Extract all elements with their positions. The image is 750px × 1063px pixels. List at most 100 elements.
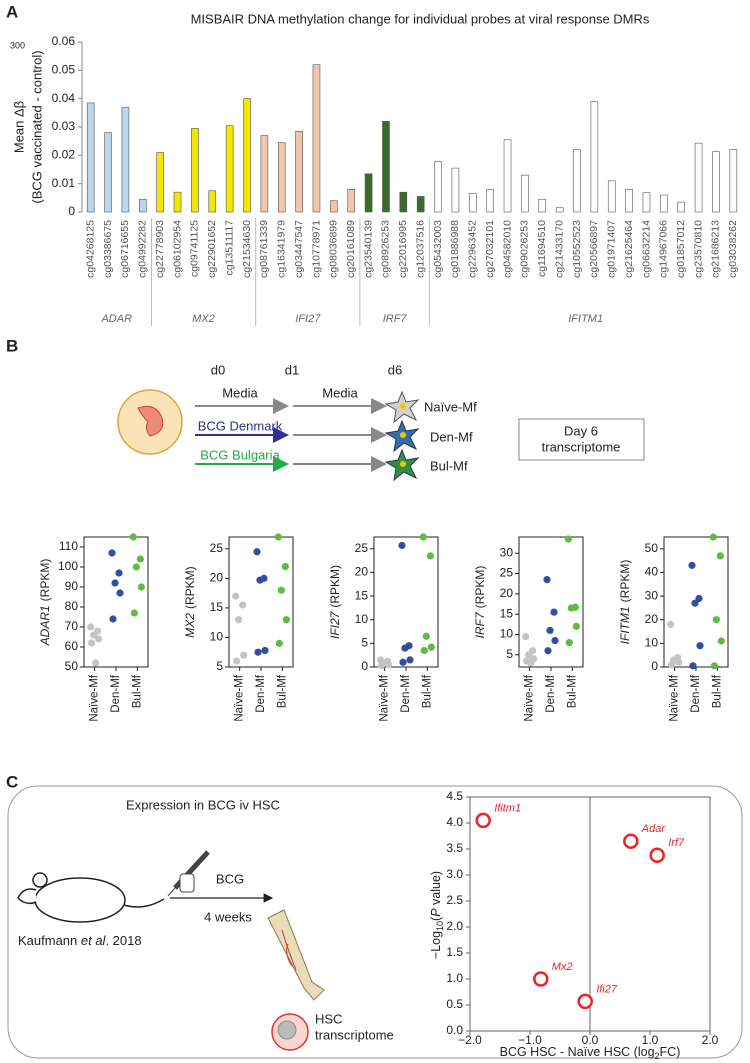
- data-point: [577, 993, 593, 1010]
- x-tick-label: cg23570810: [692, 220, 704, 278]
- y-tick-label: 30: [500, 545, 514, 559]
- x-tick-label: cg01857012: [675, 220, 687, 278]
- x-tick-label: cg08926253: [380, 220, 392, 278]
- y-tick-label: 3.0: [446, 867, 463, 881]
- data-point: [282, 616, 290, 624]
- data-point: [385, 661, 393, 669]
- y-tick-label: 80: [65, 599, 79, 613]
- data-point: [235, 616, 243, 624]
- data-point: [475, 812, 491, 829]
- data-point: [129, 533, 137, 541]
- x-tick-label: Bul-Mf: [131, 674, 143, 708]
- y-tick-label: 25: [355, 541, 369, 555]
- unit: (RPKM): [183, 566, 197, 609]
- panel-letter: C: [6, 772, 18, 791]
- bar: [468, 193, 477, 213]
- data-point: [239, 601, 247, 609]
- bar: [729, 149, 738, 213]
- gene-name: MX2: [183, 613, 197, 638]
- vial-icon: [179, 873, 195, 893]
- mouse-icon: [17, 888, 37, 905]
- point-label: Ifi27: [596, 983, 618, 995]
- data-point: [709, 533, 717, 541]
- x-tick-label: Bul-Mf: [421, 674, 433, 708]
- bar: [434, 161, 442, 213]
- bar: [104, 132, 112, 213]
- x-tick-label: cg04992282: [137, 220, 149, 278]
- arrow-label: 4 weeks: [204, 909, 252, 924]
- data-point: [254, 648, 262, 656]
- x-tick-label: Naïve-Mf: [669, 674, 681, 721]
- x-tick-label: Bul-Mf: [566, 674, 578, 708]
- y-axis-label: IFITM1 (RPKM): [618, 560, 632, 645]
- cell-label: transcriptome: [315, 1027, 394, 1042]
- panel-letter: A: [6, 2, 18, 21]
- y-tick-label: 2.0: [446, 919, 463, 933]
- citation-part: . 2018: [105, 933, 141, 948]
- gene-name: IRF7: [473, 611, 487, 638]
- x-tick-label: cg10778971: [310, 220, 322, 278]
- data-point: [691, 599, 699, 607]
- data-point: [132, 563, 140, 571]
- bar: [156, 152, 164, 213]
- mouse-icon: [34, 877, 126, 923]
- y-tick-label: 15: [500, 606, 514, 620]
- y-tick-label: 50: [65, 659, 79, 673]
- y-tick-label: 70: [65, 619, 79, 633]
- group-label: ADAR: [100, 313, 132, 325]
- x-tick-label: cg21625464: [623, 220, 635, 278]
- y-tick-label: 15: [210, 600, 224, 614]
- y-tick-label: 0.03: [52, 119, 76, 133]
- label-part: 2: [655, 1051, 660, 1061]
- point-label: Mx2: [552, 961, 573, 973]
- data-point: [427, 643, 435, 651]
- data-point: [281, 562, 289, 571]
- label-part: value): [429, 871, 443, 909]
- y-tick-label: 50: [645, 541, 659, 555]
- citation-part: Kaufmann: [18, 933, 81, 948]
- y-tick-label: 0: [68, 204, 75, 218]
- label-part: 10: [435, 921, 445, 931]
- data-point: [623, 833, 639, 849]
- x-tick-label: cg03038262: [727, 220, 739, 278]
- data-point: [543, 576, 551, 584]
- data-point: [87, 623, 95, 631]
- point-label: Ifitm1: [494, 802, 521, 814]
- data-point: [667, 620, 675, 629]
- y-tick-label: 15: [355, 588, 369, 602]
- citation-part: et al: [81, 933, 107, 948]
- data-point: [419, 533, 427, 541]
- bar: [121, 106, 130, 213]
- y-tick-label: 30: [645, 588, 659, 602]
- x-tick-label: cg08761339: [258, 220, 270, 278]
- corner-note: 300: [10, 40, 25, 50]
- x-tick-label: cg09741125: [189, 220, 201, 277]
- bar: [399, 191, 408, 213]
- y-tick-label: 1.0: [446, 971, 463, 985]
- data-point: [256, 576, 264, 584]
- y-axis-label: ADAR1 (RPKM): [38, 559, 52, 647]
- data-point: [111, 579, 119, 587]
- y-tick-label: 0: [361, 659, 368, 673]
- y-tick-label: 60: [65, 639, 79, 653]
- label-part: −Log: [429, 931, 443, 959]
- bar: [625, 189, 633, 213]
- data-point: [689, 662, 697, 670]
- mouse-icon: [32, 872, 48, 888]
- data-point: [525, 651, 533, 659]
- y-tick-label: 20: [500, 586, 514, 600]
- day-label: d0: [211, 362, 225, 377]
- diagram-title: Expression in BCG iv HSC: [126, 797, 280, 812]
- bar: [191, 128, 199, 213]
- nucleus-icon: [137, 405, 164, 437]
- data-point: [716, 552, 724, 560]
- x-tick-label: cg22016995: [397, 220, 409, 278]
- x-tick-label: Naïve-Mf: [89, 674, 101, 721]
- y-tick-label: 0.05: [52, 63, 76, 77]
- y-tick-label: 4.5: [446, 789, 463, 803]
- y-tick-label: 0: [651, 659, 658, 673]
- bar: [607, 180, 616, 213]
- y-axis-label: Mean Δβ: [11, 101, 26, 153]
- data-point: [668, 661, 676, 669]
